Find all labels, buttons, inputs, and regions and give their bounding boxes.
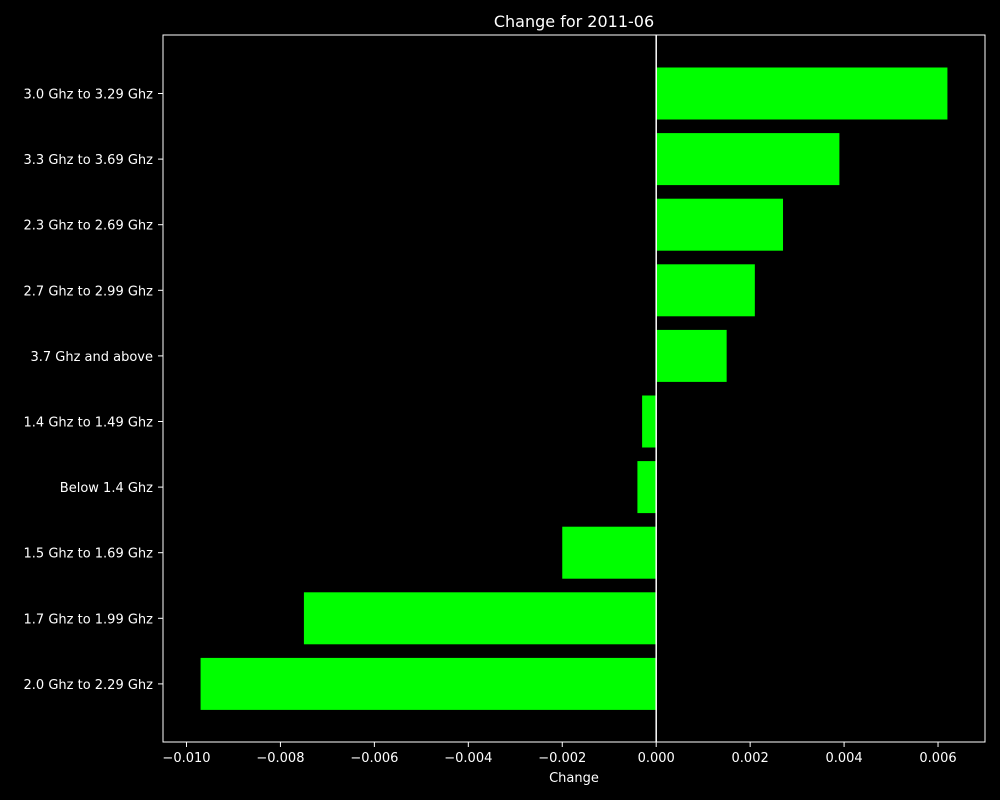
bar: [656, 198, 784, 251]
x-tick-label: 0.000: [638, 751, 675, 766]
y-tick-label: 3.0 Ghz to 3.29 Ghz: [24, 88, 154, 103]
y-tick-label: 2.3 Ghz to 2.69 Ghz: [24, 219, 154, 234]
x-tick-label: −0.006: [350, 751, 398, 766]
y-tick-label: 3.3 Ghz to 3.69 Ghz: [24, 153, 154, 168]
x-tick-label: −0.010: [162, 751, 210, 766]
bar: [562, 526, 657, 579]
x-tick-label: −0.008: [256, 751, 304, 766]
y-tick-label: 1.7 Ghz to 1.99 Ghz: [24, 612, 154, 627]
x-tick-label: 0.004: [825, 751, 862, 766]
plot-frame: [162, 34, 986, 743]
bar: [656, 264, 755, 317]
x-tick-label: 0.006: [919, 751, 956, 766]
x-axis-label: Change: [549, 771, 599, 786]
x-tick-label: −0.002: [538, 751, 586, 766]
bar: [637, 461, 657, 514]
x-tick-label: −0.004: [444, 751, 492, 766]
y-tick-label: 1.5 Ghz to 1.69 Ghz: [24, 547, 154, 562]
bar: [642, 395, 657, 448]
y-tick-label: 2.0 Ghz to 2.29 Ghz: [24, 678, 154, 693]
y-tick-label: 3.7 Ghz and above: [30, 350, 153, 365]
bar: [200, 657, 657, 710]
bar: [656, 133, 840, 186]
x-tick-label: 0.002: [732, 751, 769, 766]
chart-title: Change for 2011-06: [494, 12, 654, 31]
bars-layer: [200, 67, 948, 710]
y-tick-label: 1.4 Ghz to 1.49 Ghz: [24, 416, 154, 431]
y-tick-label: 2.7 Ghz to 2.99 Ghz: [24, 284, 154, 299]
bar: [656, 67, 948, 120]
y-tick-label: Below 1.4 Ghz: [60, 481, 153, 496]
bar: [303, 592, 657, 645]
bar: [656, 329, 727, 382]
axes-layer: 3.0 Ghz to 3.29 Ghz 3.3 Ghz to 3.69 Ghz 2.…: [24, 34, 986, 766]
